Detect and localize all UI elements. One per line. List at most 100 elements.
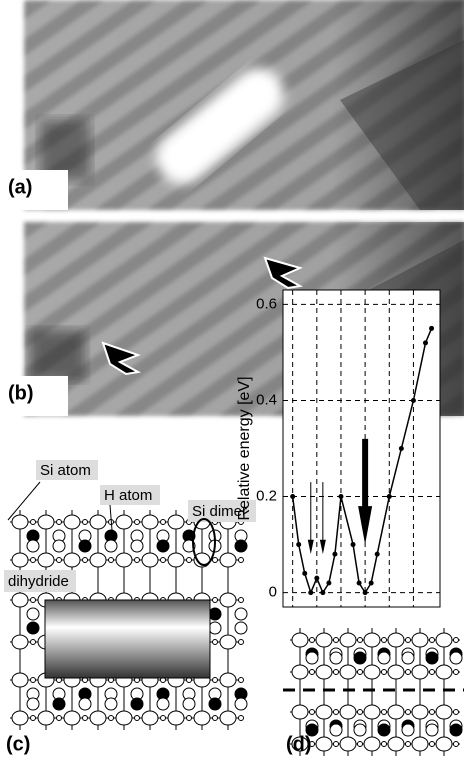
- small-atom: [213, 640, 218, 645]
- pointer: [8, 482, 40, 520]
- small-atom: [213, 716, 218, 721]
- si-atom: [12, 553, 28, 567]
- small-atom: [310, 670, 315, 675]
- si-atom: [220, 711, 236, 725]
- si-atom: [38, 515, 54, 529]
- data-point: [320, 590, 325, 595]
- data-point: [399, 446, 404, 451]
- h-atom: [209, 622, 221, 634]
- small-atom: [31, 520, 36, 525]
- small-atom: [161, 716, 166, 721]
- h-atom: [27, 698, 39, 710]
- small-atom: [382, 670, 387, 675]
- h-atom: [79, 698, 91, 710]
- panel-label: (c): [6, 733, 30, 755]
- h-atom: [354, 724, 366, 736]
- h-atom: [27, 622, 39, 634]
- small-atom: [430, 638, 435, 643]
- small-atom: [334, 670, 339, 675]
- si-atom: [220, 553, 236, 567]
- small-atom: [334, 638, 339, 643]
- si-atom: [116, 515, 132, 529]
- h-atom: [450, 724, 462, 736]
- data-point: [296, 542, 301, 547]
- si-atom: [412, 633, 428, 647]
- si-atom: [340, 737, 356, 751]
- small-atom: [406, 710, 411, 715]
- small-atom: [454, 670, 459, 675]
- h-atom: [27, 608, 39, 620]
- panel-label: (b): [8, 382, 34, 404]
- h-atom: [105, 698, 117, 710]
- data-point: [290, 494, 295, 499]
- small-atom: [454, 710, 459, 715]
- y-tick-label: 0.6: [256, 295, 277, 312]
- si-atom: [116, 553, 132, 567]
- small-atom: [109, 716, 114, 721]
- diagram-label: Si atom: [40, 462, 91, 479]
- si-atom: [388, 665, 404, 679]
- small-atom: [161, 558, 166, 563]
- si-atom: [64, 553, 80, 567]
- h-atom: [157, 540, 169, 552]
- si-atom: [412, 737, 428, 751]
- si-atom: [12, 635, 28, 649]
- small-atom: [187, 558, 192, 563]
- stm-image-a: (a): [0, 0, 464, 210]
- small-atom: [310, 638, 315, 643]
- h-atom: [306, 652, 318, 664]
- si-atom: [142, 711, 158, 725]
- si-atom: [316, 665, 332, 679]
- panel-label: (a): [8, 176, 32, 198]
- si-atom: [90, 515, 106, 529]
- data-point: [302, 571, 307, 576]
- si-atom: [292, 633, 308, 647]
- si-atom: [220, 635, 236, 649]
- h-atom: [157, 698, 169, 710]
- si-atom: [12, 673, 28, 687]
- y-tick-label: 0.4: [256, 391, 277, 408]
- small-atom: [406, 638, 411, 643]
- h-atom: [330, 652, 342, 664]
- small-atom: [83, 558, 88, 563]
- lattice-diagram: [290, 628, 462, 756]
- data-point: [332, 552, 337, 557]
- si-atom: [220, 673, 236, 687]
- small-atom: [57, 716, 62, 721]
- si-atom: [388, 633, 404, 647]
- si-atom: [38, 553, 54, 567]
- small-atom: [310, 710, 315, 715]
- si-atom: [436, 633, 452, 647]
- small-atom: [239, 640, 244, 645]
- h-atom: [53, 540, 65, 552]
- si-atom: [364, 633, 380, 647]
- y-tick-label: 0: [269, 584, 277, 601]
- si-atom: [316, 633, 332, 647]
- small-atom: [213, 598, 218, 603]
- small-atom: [135, 716, 140, 721]
- small-atom: [358, 638, 363, 643]
- small-atom: [57, 558, 62, 563]
- si-atom: [12, 711, 28, 725]
- si-atom: [388, 705, 404, 719]
- small-atom: [135, 558, 140, 563]
- small-atom: [430, 742, 435, 747]
- h-atom: [402, 652, 414, 664]
- small-atom: [109, 558, 114, 563]
- data-point: [308, 590, 313, 595]
- si-atom: [194, 711, 210, 725]
- data-point: [411, 398, 416, 403]
- data-point: [326, 580, 331, 585]
- small-atom: [239, 678, 244, 683]
- y-tick-label: 0.2: [256, 487, 277, 504]
- data-point: [363, 590, 368, 595]
- si-atom: [436, 705, 452, 719]
- si-atom: [12, 515, 28, 529]
- data-point: [429, 326, 434, 331]
- small-atom: [239, 598, 244, 603]
- h-atom: [378, 652, 390, 664]
- small-atom: [454, 638, 459, 643]
- plot-area: [283, 290, 440, 607]
- h-atom: [131, 540, 143, 552]
- si-atom: [340, 665, 356, 679]
